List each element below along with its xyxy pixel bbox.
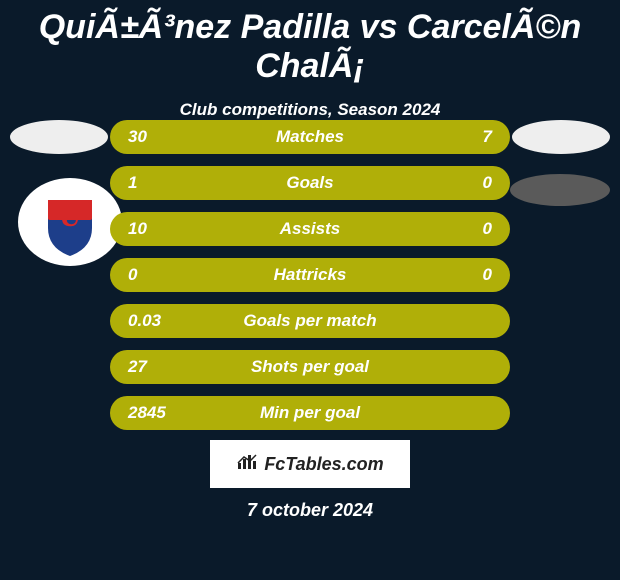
stat-row: 00Hattricks (110, 258, 510, 292)
subtitle: Club competitions, Season 2024 (0, 100, 620, 120)
stat-label: Hattricks (110, 265, 510, 285)
branding-text: FcTables.com (264, 454, 383, 475)
stat-row: 2845Min per goal (110, 396, 510, 430)
branding-chart-icon (236, 453, 258, 476)
stat-label: Min per goal (110, 403, 510, 423)
date-text: 7 october 2024 (0, 500, 620, 521)
comparison-stats: 307Matches 10Goals 100Assists 00Hattricks 0.… (110, 120, 510, 442)
page-title: QuiÃ±Ã³nez Padilla vs CarcelÃ©n ChalÃ¡ (0, 0, 620, 86)
stat-row: 100Assists (110, 212, 510, 246)
player-left-avatar-placeholder (10, 120, 108, 154)
stat-label: Matches (110, 127, 510, 147)
stat-label: Goals (110, 173, 510, 193)
club-badge-left: U (18, 178, 122, 266)
stat-label: Assists (110, 219, 510, 239)
stat-label: Goals per match (110, 311, 510, 331)
player-right-avatar-placeholder (512, 120, 610, 154)
club-badge-right-placeholder (510, 174, 610, 206)
stat-row: 0.03Goals per match (110, 304, 510, 338)
stat-row: 27Shots per goal (110, 350, 510, 384)
stat-row: 10Goals (110, 166, 510, 200)
stat-label: Shots per goal (110, 357, 510, 377)
branding-box: FcTables.com (210, 440, 410, 488)
club-badge-letter: U (59, 200, 81, 233)
stat-row: 307Matches (110, 120, 510, 154)
